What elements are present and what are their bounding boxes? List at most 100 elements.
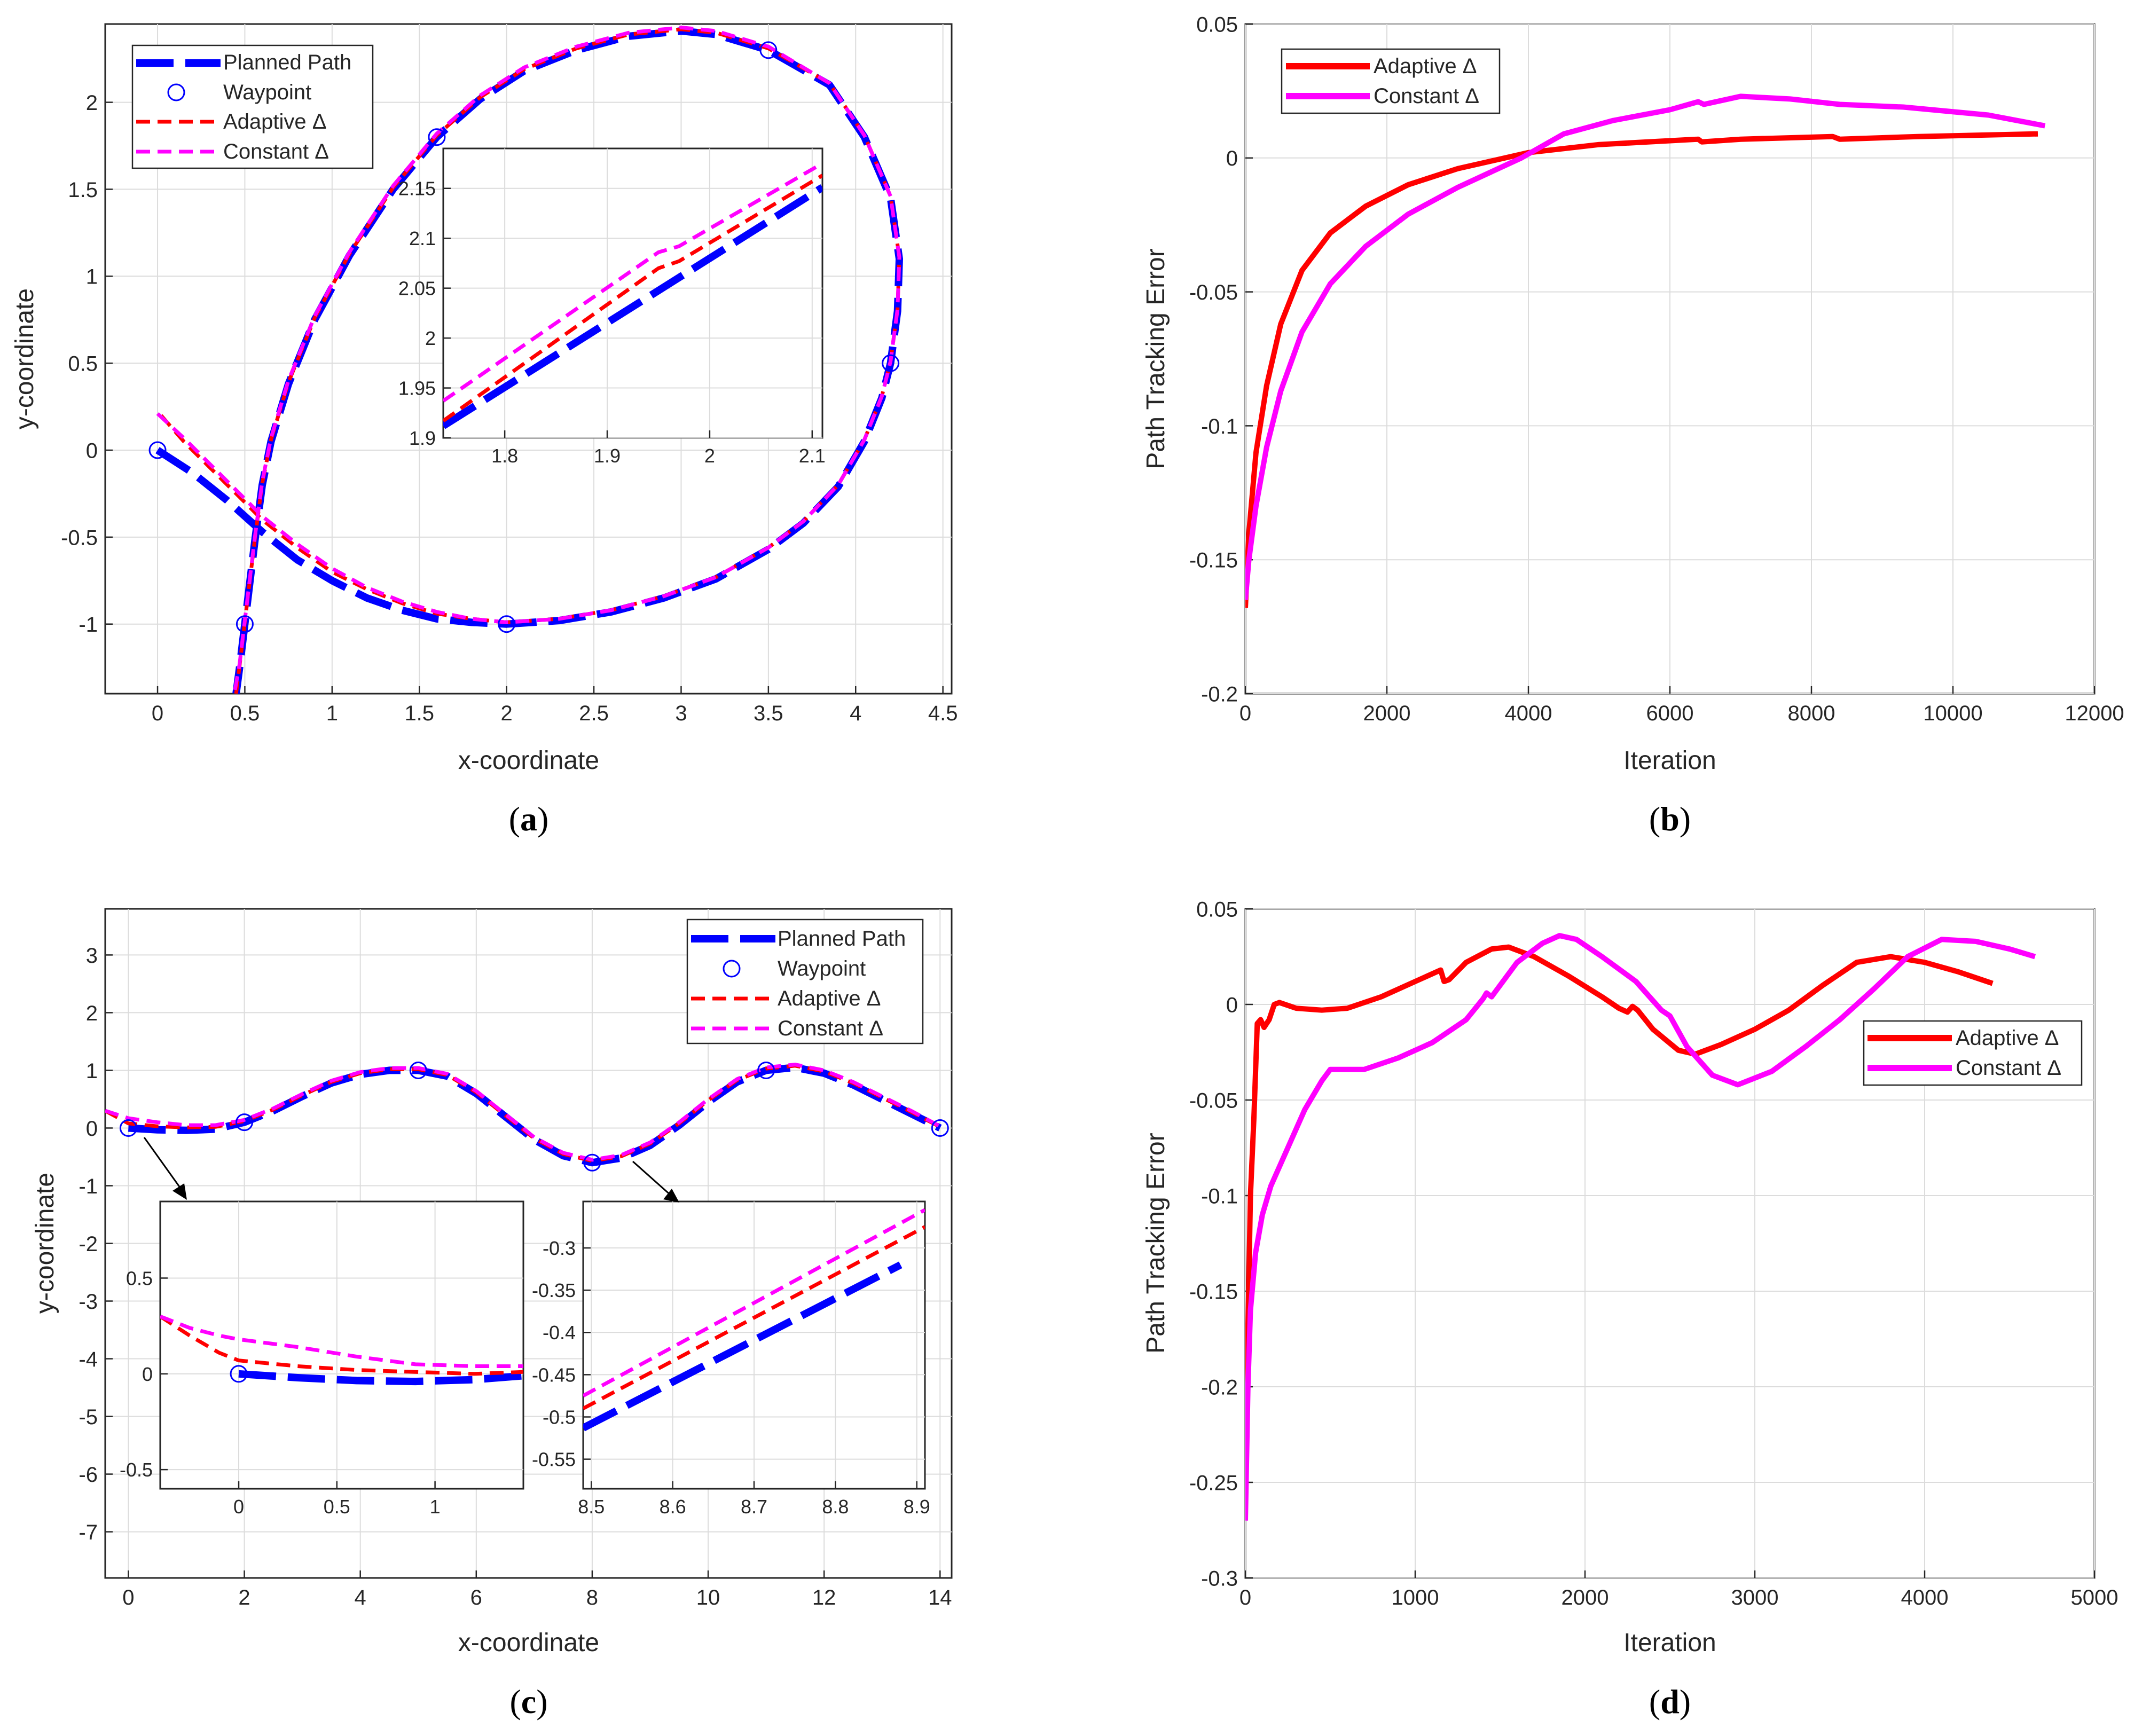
b-xtick-label-1: 2000 [1363, 702, 1411, 725]
legend-b-constant-label: Constant Δ [1374, 84, 1479, 108]
a-waypoint-4 [759, 41, 778, 59]
a-xtick-label-6: 3 [675, 702, 687, 725]
legend-a-constant-label: Constant Δ [223, 140, 329, 163]
panel-a-ticks: 0 0.5 1 1.5 2 2.5 3 3.5 4 4.5 -1 -0.5 0 0.5 1 1.5 2 [61, 91, 958, 725]
a-series-constant [156, 26, 901, 694]
panel-c-legend: Planned Path Waypoint Adaptive Δ Constan… [686, 918, 924, 1044]
panel-b-ylabel: Path Tracking Error [1142, 248, 1170, 469]
c-ytick-label-1: -6 [79, 1463, 98, 1487]
c-inset-right-series-adaptive [583, 1225, 925, 1410]
legend-c-constant-label: Constant Δ [778, 1017, 883, 1040]
a-ytick-label-6: 2 [86, 91, 98, 115]
panel-c-inset-right: 8.5 8.6 8.7 8.8 8.9 -0.55 -0.5 -0.45 -0.4 -0.35 -0… [532, 1200, 930, 1518]
panel-a-series [155, 26, 903, 694]
panel-a-grid [105, 24, 952, 694]
panel-d-ylabel: Path Tracking Error [1142, 1133, 1170, 1354]
b-xtick-label-4: 8000 [1788, 702, 1835, 725]
legend-a-waypoint-label: Waypoint [223, 81, 311, 104]
c-xtick-label-4: 8 [586, 1586, 598, 1609]
panel-c-ylabel: y-coordinate [31, 1173, 59, 1314]
d-ytick-label-6: 0 [1226, 993, 1238, 1017]
c-xtick-label-2: 4 [355, 1586, 366, 1609]
c-ytick-label-9: 2 [86, 1002, 98, 1025]
c-ytick-label-0: -7 [79, 1521, 98, 1544]
a-inset-ytick-label-2: 2 [425, 327, 436, 349]
a-xtick-label-4: 2 [501, 702, 513, 725]
d-ytick-label-1: -0.25 [1189, 1471, 1238, 1495]
d-xtick-label-5: 5000 [2071, 1586, 2119, 1609]
c-series-constant [105, 1063, 941, 1162]
a-xtick-label-1: 0.5 [230, 702, 260, 725]
c-inset-right-xtick-label-4: 8.9 [904, 1496, 930, 1518]
panel-c-caption-letter: c [521, 1683, 536, 1721]
c-ytick-label-8: 1 [86, 1059, 98, 1083]
a-waypoint-1 [236, 615, 254, 633]
panel-c-arrows [143, 1137, 679, 1203]
legend-a-adaptive-label: Adaptive Δ [223, 110, 327, 133]
d-xtick-label-1: 1000 [1392, 1586, 1439, 1609]
c-xtick-label-7: 14 [928, 1586, 952, 1609]
d-xtick-label-4: 4000 [1901, 1586, 1949, 1609]
c-inset-right-ytick-label-3: -0.4 [543, 1322, 576, 1344]
c-inset-right-ytick-label-0: -0.55 [532, 1449, 576, 1471]
b-series-adaptive [1245, 131, 2038, 608]
c-ytick-label-6: -1 [79, 1175, 98, 1198]
panel-a-waypoints [148, 41, 900, 633]
c-inset-right-ytick-label-1: -0.5 [543, 1406, 576, 1428]
panel-b-ticks: 0 2000 4000 6000 8000 10000 12000 -0.2 -0.15 -0.1… [1189, 13, 2124, 725]
a-inset-ytick-label-5: 2.15 [398, 178, 436, 200]
panel-d-grid [1245, 908, 2095, 1578]
b-ytick-label-2: -0.1 [1201, 415, 1238, 438]
c-inset-left-ytick-label-0: -0.5 [120, 1459, 153, 1481]
c-inset-left-xtick-label-2: 1 [430, 1496, 441, 1518]
a-xtick-label-0: 0 [152, 702, 163, 725]
legend-a-waypoint-sample [167, 83, 185, 101]
d-series-constant [1245, 933, 2036, 1521]
b-xtick-label-6: 12000 [2065, 702, 2124, 725]
c-inset-right-xtick-label-2: 8.7 [741, 1496, 767, 1518]
panel-c-xlabel: x-coordinate [458, 1629, 599, 1657]
c-waypoint-5 [931, 1119, 949, 1137]
c-inset-left-waypoint-0 [230, 1365, 248, 1383]
panel-c-series [105, 1063, 942, 1167]
a-waypoint-5 [882, 354, 900, 372]
c-ytick-label-4: -3 [79, 1290, 98, 1314]
c-ytick-label-5: -2 [79, 1232, 98, 1256]
panel-c-inset-left-area [159, 1200, 524, 1490]
panel-a-xlabel: x-coordinate [458, 747, 599, 775]
panel-a-legend: Planned Path Waypoint Adaptive Δ Constan… [131, 44, 374, 169]
panel-b-series [1245, 93, 2046, 608]
a-waypoint-3 [498, 615, 516, 633]
panel-d-xlabel: Iteration [1623, 1629, 1716, 1657]
a-ytick-label-0: -1 [79, 613, 98, 637]
panel-c-waypoints [119, 1061, 949, 1172]
d-ytick-label-0: -0.3 [1201, 1567, 1238, 1590]
d-ytick-label-2: -0.2 [1201, 1376, 1238, 1399]
d-ytick-label-4: -0.1 [1201, 1184, 1238, 1208]
c-xtick-label-6: 12 [812, 1586, 836, 1609]
legend-c-waypoint-label: Waypoint [778, 957, 866, 980]
a-inset-ytick-label-1: 1.95 [398, 378, 436, 399]
c-inset-right-xtick-label-0: 8.5 [578, 1496, 605, 1518]
panel-d: 0 1000 2000 3000 4000 5000 -0.3 -0.25 -0.2 -0.15 -… [1142, 898, 2118, 1721]
c-waypoint-4 [757, 1061, 775, 1079]
b-series-constant [1245, 93, 2046, 600]
c-waypoint-0 [119, 1119, 137, 1137]
a-inset-series-constant [443, 161, 822, 403]
panel-d-caption: (d) [1649, 1683, 1691, 1721]
a-inset-series-adaptive [443, 174, 822, 423]
panel-b-legend-box [1281, 48, 1501, 114]
d-ytick-label-7: 0.05 [1196, 898, 1238, 921]
panel-d-legend: Adaptive Δ Constant Δ [1863, 1020, 2083, 1086]
legend-c-planned-label: Planned Path [778, 927, 906, 951]
c-inset-left-series-constant [160, 1314, 523, 1368]
panel-b-caption: (b) [1649, 800, 1691, 838]
c-ytick-label-2: -5 [79, 1405, 98, 1429]
a-waypoint-2 [428, 128, 446, 146]
c-inset-right-xtick-label-1: 8.6 [660, 1496, 686, 1518]
c-xtick-label-3: 6 [470, 1586, 482, 1609]
zoom-arrow-right-head [663, 1189, 679, 1203]
a-xtick-label-7: 3.5 [754, 702, 783, 725]
